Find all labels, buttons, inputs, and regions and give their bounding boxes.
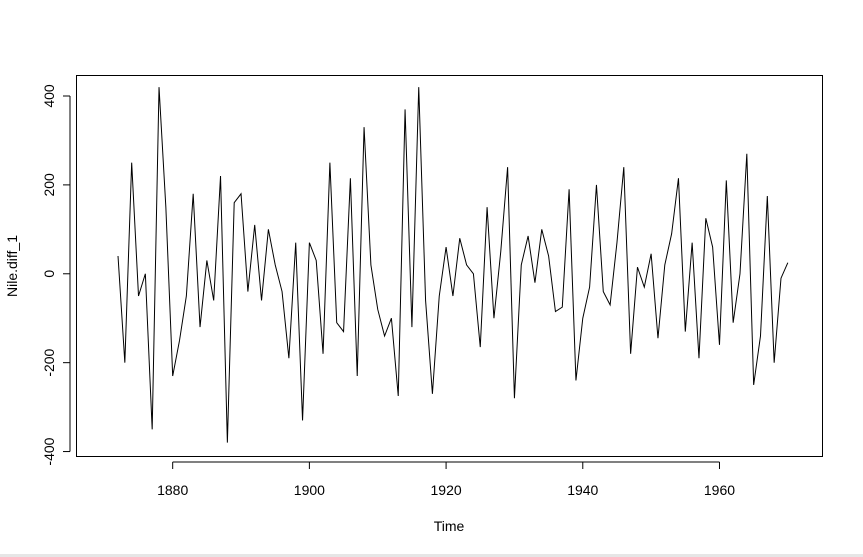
y-axis-title: Nile.diff_1 — [4, 235, 20, 297]
y-tick-label: 200 — [41, 173, 57, 197]
y-tick-label: -400 — [41, 437, 57, 465]
series-line — [117, 87, 789, 443]
y-axis: -400 -200 0 200 400 — [41, 84, 71, 466]
x-axis: 1880 1900 1920 1940 1960 — [157, 461, 735, 498]
window-bottom-edge — [0, 554, 863, 557]
y-tick-label: -200 — [41, 348, 57, 376]
y-tick-label: 400 — [41, 84, 57, 108]
x-tick-label: 1940 — [567, 482, 598, 498]
plot-frame — [76, 75, 823, 457]
x-axis-title: Time — [434, 518, 465, 534]
x-tick-label: 1880 — [157, 482, 188, 498]
series-layer — [117, 87, 789, 443]
x-tick-label: 1900 — [294, 482, 325, 498]
y-tick-label: 0 — [41, 270, 57, 278]
x-tick-label: 1920 — [431, 482, 462, 498]
x-tick-label: 1960 — [704, 482, 735, 498]
